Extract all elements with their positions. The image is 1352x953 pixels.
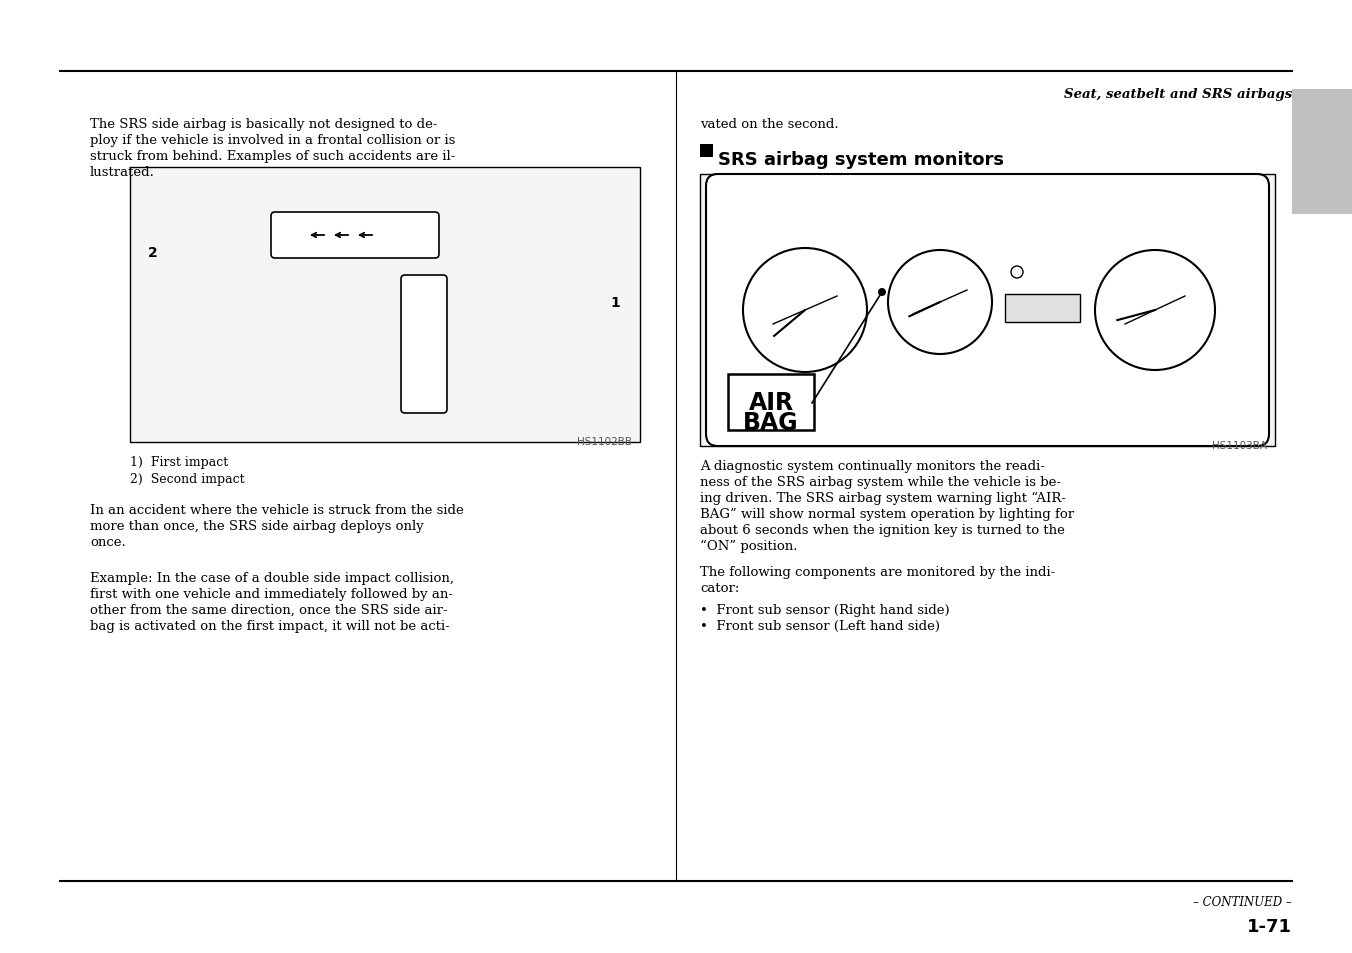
Text: 1)  First impact: 1) First impact bbox=[130, 456, 228, 469]
Text: cator:: cator: bbox=[700, 581, 740, 595]
Text: 2: 2 bbox=[147, 246, 158, 260]
Text: ploy if the vehicle is involved in a frontal collision or is: ploy if the vehicle is involved in a fro… bbox=[91, 133, 456, 147]
Bar bbox=[700, 145, 713, 158]
Text: The following components are monitored by the indi-: The following components are monitored b… bbox=[700, 565, 1056, 578]
Text: •  Front sub sensor (Left hand side): • Front sub sensor (Left hand side) bbox=[700, 619, 940, 633]
Text: other from the same direction, once the SRS side air-: other from the same direction, once the … bbox=[91, 603, 448, 617]
FancyBboxPatch shape bbox=[727, 375, 814, 431]
Text: lustrated.: lustrated. bbox=[91, 166, 155, 179]
Text: vated on the second.: vated on the second. bbox=[700, 118, 838, 131]
Text: ing driven. The SRS airbag system warning light “AIR-: ing driven. The SRS airbag system warnin… bbox=[700, 492, 1065, 505]
FancyBboxPatch shape bbox=[706, 174, 1270, 447]
Text: 1-71: 1-71 bbox=[1247, 917, 1293, 935]
Text: •  Front sub sensor (Right hand side): • Front sub sensor (Right hand side) bbox=[700, 603, 949, 617]
Text: SRS airbag system monitors: SRS airbag system monitors bbox=[718, 151, 1005, 169]
FancyBboxPatch shape bbox=[130, 168, 639, 442]
FancyBboxPatch shape bbox=[402, 275, 448, 414]
FancyBboxPatch shape bbox=[700, 174, 1275, 447]
Circle shape bbox=[877, 289, 886, 296]
FancyBboxPatch shape bbox=[270, 213, 439, 258]
Text: – CONTINUED –: – CONTINUED – bbox=[1194, 895, 1293, 908]
Text: bag is activated on the first impact, it will not be acti-: bag is activated on the first impact, it… bbox=[91, 619, 450, 633]
Text: The SRS side airbag is basically not designed to de-: The SRS side airbag is basically not des… bbox=[91, 118, 438, 131]
Text: Example: In the case of a double side impact collision,: Example: In the case of a double side im… bbox=[91, 572, 454, 584]
Text: BAG: BAG bbox=[744, 411, 799, 435]
Text: once.: once. bbox=[91, 536, 126, 548]
Text: “ON” position.: “ON” position. bbox=[700, 539, 798, 553]
Text: In an accident where the vehicle is struck from the side: In an accident where the vehicle is stru… bbox=[91, 503, 464, 517]
Text: about 6 seconds when the ignition key is turned to the: about 6 seconds when the ignition key is… bbox=[700, 523, 1065, 537]
Text: 1: 1 bbox=[610, 295, 619, 310]
FancyBboxPatch shape bbox=[1293, 90, 1352, 214]
Text: struck from behind. Examples of such accidents are il-: struck from behind. Examples of such acc… bbox=[91, 150, 456, 163]
Text: more than once, the SRS side airbag deploys only: more than once, the SRS side airbag depl… bbox=[91, 519, 423, 533]
Text: 2)  Second impact: 2) Second impact bbox=[130, 473, 245, 485]
Bar bbox=[1005, 294, 1080, 323]
Text: AIR: AIR bbox=[749, 391, 794, 415]
Text: first with one vehicle and immediately followed by an-: first with one vehicle and immediately f… bbox=[91, 587, 453, 600]
Text: ness of the SRS airbag system while the vehicle is be-: ness of the SRS airbag system while the … bbox=[700, 476, 1061, 489]
Text: A diagnostic system continually monitors the readi-: A diagnostic system continually monitors… bbox=[700, 459, 1045, 473]
Text: HS1102BB: HS1102BB bbox=[577, 436, 631, 447]
Text: BAG” will show normal system operation by lighting for: BAG” will show normal system operation b… bbox=[700, 507, 1073, 520]
Text: HS1103BA: HS1103BA bbox=[1211, 440, 1267, 451]
Text: Seat, seatbelt and SRS airbags: Seat, seatbelt and SRS airbags bbox=[1064, 88, 1293, 101]
